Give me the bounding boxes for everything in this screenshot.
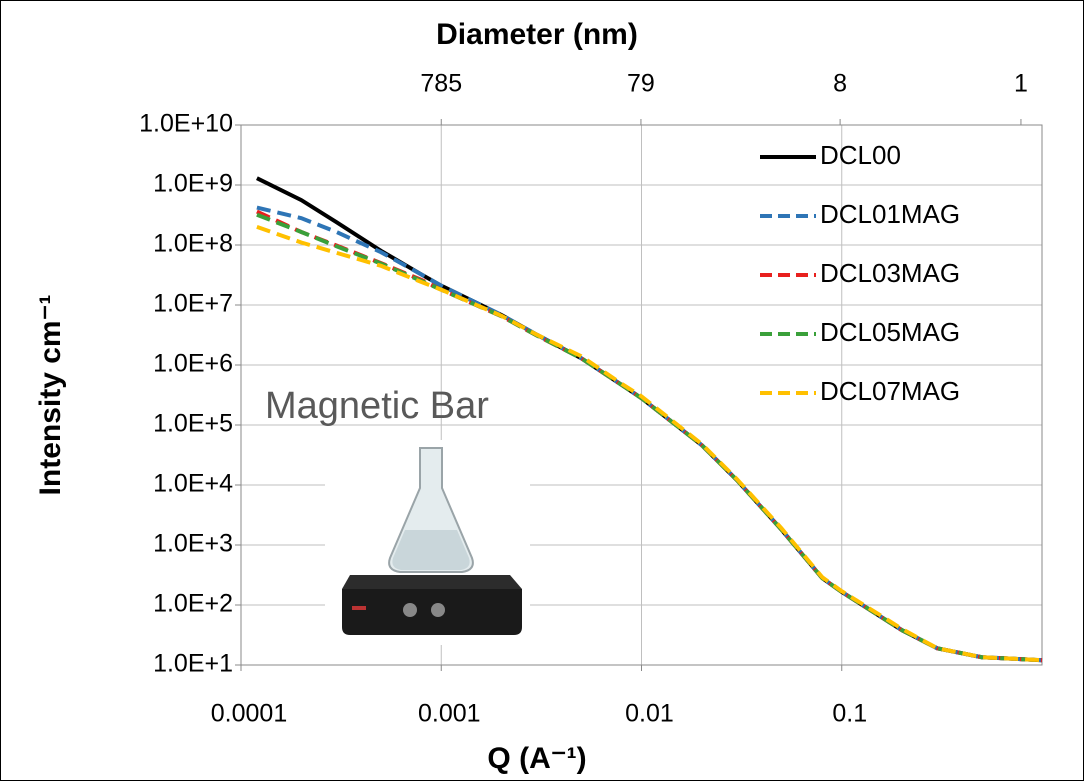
stirrer-illustration: [325, 440, 530, 645]
y-tick-label: 1.0E+6: [153, 350, 233, 378]
x2-tick-label: 79: [627, 70, 655, 98]
legend-label: DCL03MAG: [820, 258, 960, 288]
knob: [403, 603, 417, 617]
y-tick-label: 1.0E+4: [153, 470, 233, 498]
y-tick-label: 1.0E+5: [153, 410, 233, 438]
legend-label: DCL07MAG: [820, 376, 960, 406]
x-tick-label: 0.001: [418, 700, 481, 728]
y-tick-label: 1.0E+7: [153, 290, 233, 318]
x2-tick-label: 785: [420, 70, 462, 98]
x-tick-label: 0.1: [832, 700, 867, 728]
x-axis-title: Q (A⁻¹): [487, 742, 586, 775]
legend-label: DCL01MAG: [820, 199, 960, 229]
plate-top: [342, 575, 522, 589]
x-tick-label: 0.0001: [211, 700, 287, 728]
x2-tick-label: 1: [1014, 70, 1028, 98]
plot-area: [240, 124, 1043, 666]
legend-label: DCL05MAG: [820, 317, 960, 347]
knob: [431, 603, 445, 617]
annotation: Magnetic Bar: [265, 385, 489, 427]
chart-title: Diameter (nm): [436, 18, 638, 51]
y-axis-title: Intensity cm⁻¹: [34, 295, 67, 496]
logo: [352, 606, 366, 610]
x-tick-label: 0.01: [625, 700, 674, 728]
y-tick-label: 1.0E+10: [139, 110, 233, 138]
y-tick-label: 1.0E+1: [153, 650, 233, 678]
legend-label: DCL00: [820, 140, 901, 170]
y-tick-label: 1.0E+8: [153, 230, 233, 258]
x2-tick-label: 8: [833, 70, 847, 98]
y-tick-label: 1.0E+9: [153, 170, 233, 198]
y-tick-label: 1.0E+3: [153, 530, 233, 558]
y-tick-label: 1.0E+2: [153, 590, 233, 618]
series-line: [256, 225, 1043, 663]
flask-liquid: [392, 530, 470, 570]
